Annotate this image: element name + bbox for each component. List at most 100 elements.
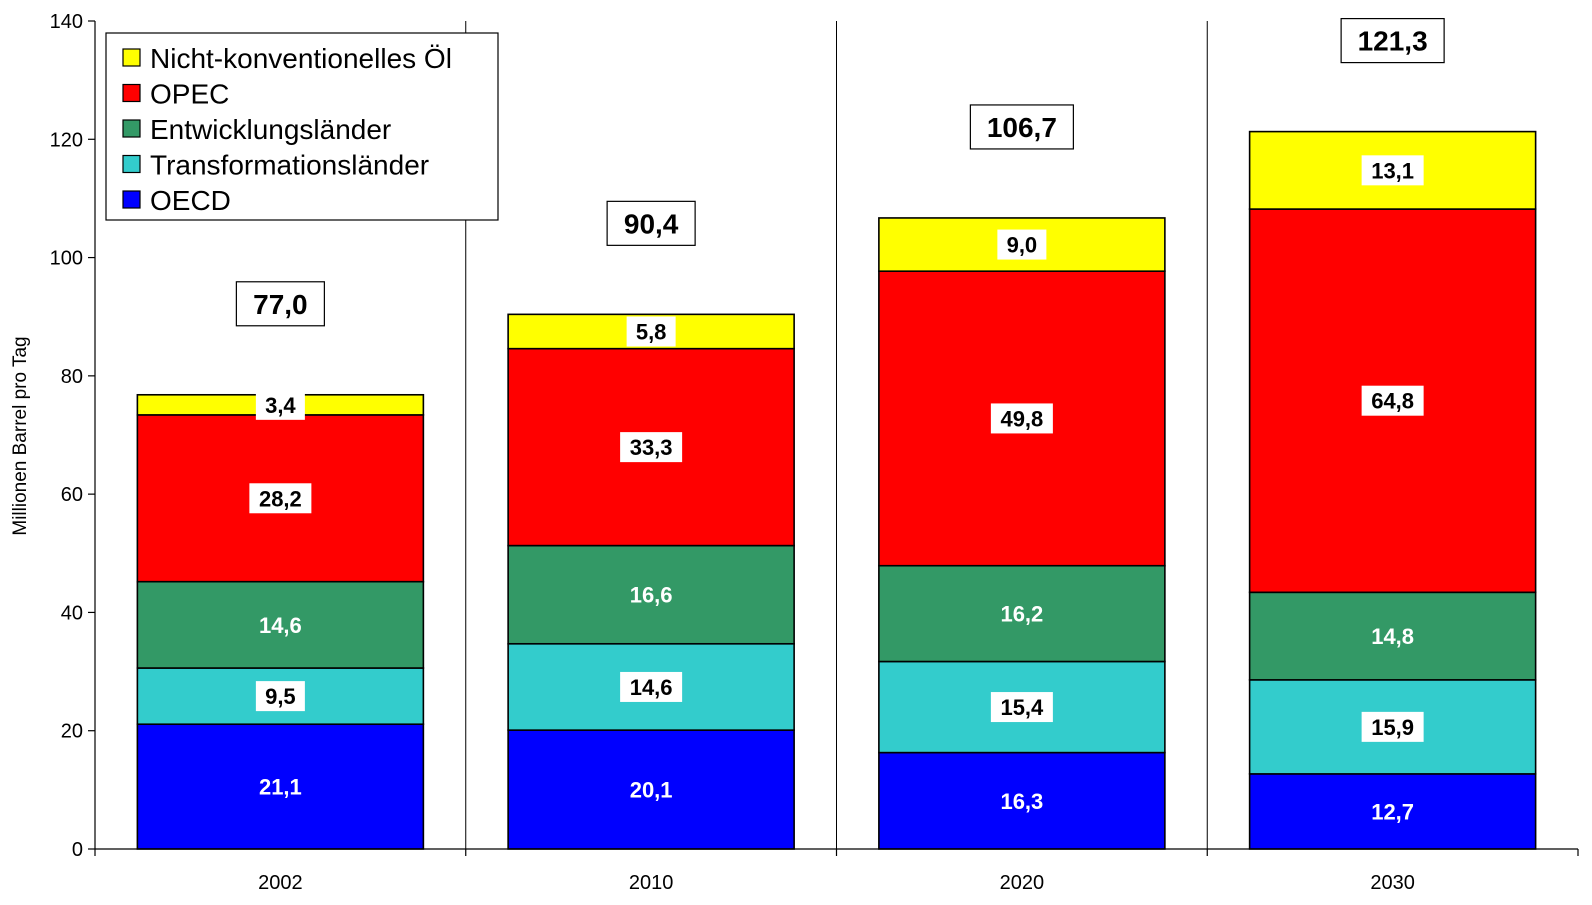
segment-label-text: 16,6 [630, 583, 673, 608]
segment-label: 20,1 [630, 778, 673, 803]
legend-swatch [122, 48, 141, 67]
segment-label-box [620, 432, 683, 463]
x-tick-label: 2020 [1000, 872, 1045, 894]
legend-swatch [122, 119, 141, 138]
segment-label-text: 13,1 [1371, 158, 1414, 183]
segment-label-box [1361, 385, 1424, 416]
segment-label-text: 14,6 [630, 675, 673, 700]
x-tick-label: 2030 [1370, 872, 1415, 894]
segment-label-text: 33,3 [630, 435, 673, 460]
y-tick-label: 0 [72, 839, 83, 861]
segment-label-box [1361, 155, 1424, 186]
segment-label-text: 14,8 [1371, 624, 1414, 649]
segment-label: 13,1 [1361, 155, 1424, 186]
bar-segment [1248, 591, 1537, 681]
total-label: 121,3 [1340, 17, 1445, 64]
total-label-text: 90,4 [624, 208, 679, 239]
segment-label-box [1361, 711, 1424, 742]
segment-label: 21,1 [259, 775, 302, 800]
y-axis: 0 20 40 60 80 100 120 140 [50, 11, 96, 861]
segment-label-box [997, 229, 1047, 260]
legend: Nicht-konventionelles Öl OPEC Entwicklungs… [105, 32, 499, 221]
total-label-box [235, 281, 325, 327]
segment-label-text: 5,8 [636, 320, 667, 345]
segment-label: 16,2 [1000, 602, 1043, 627]
segment-label-text: 21,1 [259, 775, 302, 800]
segment-label: 15,9 [1361, 711, 1424, 742]
legend-item: Entwicklungsländer [122, 114, 391, 145]
segment-label-box [249, 483, 312, 514]
x-axis: 2002 2010 2020 2030 [94, 848, 1579, 894]
segment-label-text: 20,1 [630, 778, 673, 803]
plot-area: 21,1 20,1 16,3 12,7 9,5 14,6 15,4 15,9 14,6 16,6 1… [136, 17, 1537, 850]
segment-label-text: 49,8 [1000, 406, 1043, 431]
total-label-text: 77,0 [253, 289, 308, 320]
segment-label: 28,2 [249, 483, 312, 514]
segment-label-box [255, 681, 305, 712]
x-tick-label: 2002 [258, 872, 303, 894]
segment-label-text: 9,0 [1007, 233, 1038, 258]
total-label-text: 106,7 [987, 112, 1057, 143]
segment-label-box [990, 692, 1053, 723]
segment-label: 9,5 [255, 681, 305, 712]
y-tick-label: 40 [61, 602, 83, 624]
bar-segment [136, 580, 425, 669]
legend-item: Nicht-konventionelles Öl [122, 43, 452, 74]
segment-label: 16,3 [1000, 789, 1043, 814]
total-label: 106,7 [969, 104, 1074, 150]
y-tick-label: 100 [50, 248, 83, 270]
segment-label-box [620, 671, 683, 702]
y-tick-label: 120 [50, 129, 83, 151]
segment-label: 12,7 [1371, 799, 1414, 824]
segment-label: 33,3 [620, 432, 683, 463]
segment-label-text: 16,2 [1000, 602, 1043, 627]
y-axis-title: Millionen Barrel pro Tag [10, 336, 31, 535]
y-tick-label: 140 [50, 11, 83, 33]
segment-label: 14,6 [259, 613, 302, 638]
bar-segment [878, 751, 1166, 850]
segment-label-text: 14,6 [259, 613, 302, 638]
y-tick-label: 60 [61, 484, 83, 506]
legend-label: OECD [150, 185, 231, 216]
y-tick-label: 80 [61, 366, 83, 388]
legend-item: OECD [122, 185, 231, 216]
segment-label: 49,8 [990, 403, 1053, 434]
legend-swatch [122, 190, 141, 209]
segment-label-text: 15,4 [1000, 695, 1044, 720]
x-tick-label: 2010 [629, 872, 674, 894]
total-label: 77,0 [235, 281, 325, 327]
segment-label-text: 12,7 [1371, 799, 1414, 824]
segment-label-box [626, 316, 676, 347]
y-tick-label: 20 [61, 721, 83, 743]
segment-label: 16,6 [630, 583, 673, 608]
segment-label-text: 64,8 [1371, 389, 1414, 414]
segment-label-box [990, 403, 1053, 434]
total-label-box [606, 200, 696, 246]
legend-label: OPEC [150, 79, 229, 110]
segment-label-text: 16,3 [1000, 789, 1043, 814]
segment-label: 14,6 [620, 671, 683, 702]
bar-segment [507, 544, 795, 645]
segment-label: 5,8 [626, 316, 676, 347]
legend-swatch [122, 154, 141, 174]
segment-label-text: 28,2 [259, 486, 302, 511]
segment-label-box [255, 389, 305, 420]
legend-item: OPEC [122, 79, 229, 110]
total-label: 90,4 [606, 200, 696, 246]
bar-segment [136, 723, 425, 850]
segment-label: 14,8 [1371, 624, 1414, 649]
segment-label: 64,8 [1361, 385, 1424, 416]
legend-label: Entwicklungsländer [150, 114, 391, 145]
total-label-box [1340, 17, 1445, 64]
total-label-box [969, 104, 1074, 150]
bar-segment [1248, 130, 1537, 210]
legend-label: Nicht-konventionelles Öl [150, 43, 452, 74]
segment-label-text: 15,9 [1371, 715, 1414, 740]
total-label-text: 121,3 [1358, 26, 1428, 57]
legend-swatch [122, 83, 141, 103]
bar-segment [878, 564, 1166, 663]
segment-label: 15,4 [990, 692, 1053, 723]
legend-label: Transformationsländer [150, 150, 429, 181]
segment-label-text: 3,4 [265, 393, 296, 418]
